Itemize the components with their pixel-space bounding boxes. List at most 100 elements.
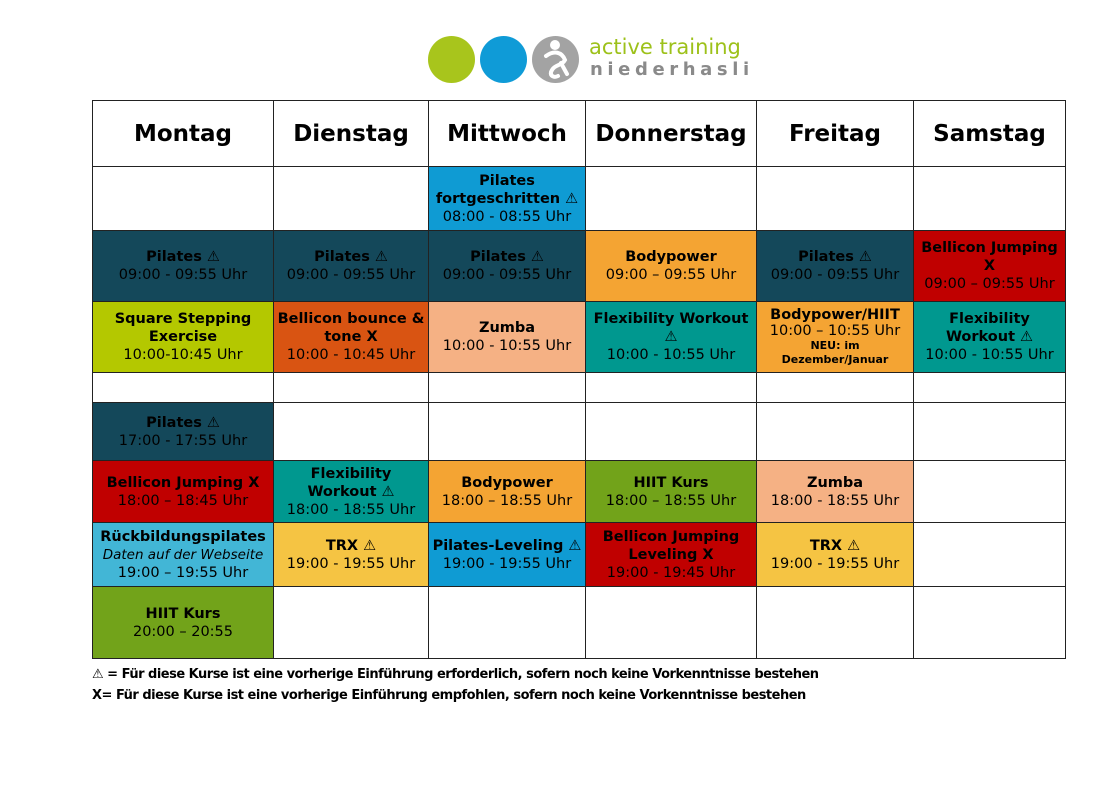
class-cell: Zumba 18:00 - 18:55 Uhr <box>756 460 914 523</box>
class-title: Pilates-Leveling ⚠ <box>432 537 582 554</box>
class-cell: Pilates ⚠ 09:00 - 09:55 Uhr <box>273 230 429 302</box>
empty-cell <box>913 166 1066 231</box>
class-title: Pilates fortgeschritten ⚠ <box>435 172 579 207</box>
class-time: 19:00 - 19:55 Uhr <box>442 555 572 572</box>
empty-cell <box>756 372 914 403</box>
brand-location: niederhasli <box>590 59 754 80</box>
class-cell: Flexibility Workout ⚠ 18:00 - 18:55 Uhr <box>273 460 429 523</box>
empty-cell <box>913 460 1066 523</box>
class-time: 19:00 - 19:45 Uhr <box>606 564 736 581</box>
empty-cell <box>273 166 429 231</box>
class-note: Daten auf der Webseite <box>102 546 264 563</box>
class-cell: Flexibility Workout ⚠ 10:00 - 10:55 Uhr <box>585 301 757 373</box>
class-time: 10:00 - 10:45 Uhr <box>286 347 416 363</box>
class-cell: Rückbildungspilates Daten auf der Webseit… <box>92 522 274 587</box>
class-time: 18:00 - 18:55 Uhr <box>770 492 900 509</box>
class-time: 18:00 - 18:55 Uhr <box>286 501 416 518</box>
day-header-tuesday: Dienstag <box>273 100 429 167</box>
legend-recommended: X= Für diese Kurse ist eine vorherige Ei… <box>92 688 806 703</box>
class-title: Bellicon Jumping Leveling X <box>602 528 740 563</box>
class-cell: Pilates ⚠ 09:00 - 09:55 Uhr <box>756 230 914 302</box>
class-time: 18:00 – 18:55 Uhr <box>441 492 573 509</box>
empty-cell <box>585 402 757 461</box>
empty-cell <box>92 372 274 403</box>
empty-cell <box>756 166 914 231</box>
class-time: 10:00 - 10:55 Uhr <box>925 347 1054 363</box>
class-title: Square Stepping Exercise <box>114 311 252 345</box>
class-cell: HIIT Kurs 20:00 – 20:55 <box>92 586 274 659</box>
class-time: 09:00 – 09:55 Uhr <box>605 267 737 283</box>
class-cell: HIIT Kurs 18:00 – 18:55 Uhr <box>585 460 757 523</box>
class-time: 17:00 - 17:55 Uhr <box>118 432 248 449</box>
day-header-friday: Freitag <box>756 100 914 167</box>
class-cell: Square Stepping Exercise 10:00-10:45 Uhr <box>92 301 274 373</box>
class-title: Pilates ⚠ <box>314 249 388 265</box>
class-time: 08:00 - 08:55 Uhr <box>442 208 572 225</box>
class-title: HIIT Kurs <box>145 605 221 622</box>
row-1000: Square Stepping Exercise 10:00-10:45 Uhr … <box>92 301 1066 373</box>
header-row: Montag Dienstag Mittwoch Donnerstag Frei… <box>92 100 1066 167</box>
class-cell: Pilates ⚠ 09:00 - 09:55 Uhr <box>92 230 274 302</box>
day-header-saturday: Samstag <box>913 100 1066 167</box>
class-cell: Bellicon Jumping X 09:00 – 09:55 Uhr <box>913 230 1066 302</box>
empty-cell <box>273 402 429 461</box>
class-title: Zumba <box>478 320 536 336</box>
empty-cell <box>913 402 1066 461</box>
class-title: Rückbildungspilates <box>100 528 266 545</box>
brand-name: active training <box>589 35 741 59</box>
class-time: 10:00-10:45 Uhr <box>123 347 243 363</box>
class-cell: Bodypower/HIIT 10:00 – 10:55 Uhr NEU: im D… <box>756 301 914 373</box>
empty-cell <box>585 586 757 659</box>
empty-cell <box>428 372 586 403</box>
class-cell: Bodypower 18:00 – 18:55 Uhr <box>428 460 586 523</box>
class-title: TRX ⚠ <box>325 537 377 554</box>
class-time: 09:00 - 09:55 Uhr <box>442 267 572 283</box>
class-cell: Flexibility Workout ⚠ 10:00 - 10:55 Uhr <box>913 301 1066 373</box>
course-schedule: Montag Dienstag Mittwoch Donnerstag Frei… <box>92 100 1066 659</box>
class-title: Bellicon Jumping X <box>921 240 1058 274</box>
class-time: 10:00 - 10:55 Uhr <box>442 338 572 354</box>
class-title: Flexibility Workout ⚠ <box>307 465 395 500</box>
class-time: 10:00 – 10:55 Uhr <box>769 323 901 339</box>
class-cell: Pilates ⚠ 09:00 - 09:55 Uhr <box>428 230 586 302</box>
class-title: Bellicon Jumping X <box>106 474 260 491</box>
row-gap <box>92 372 1066 403</box>
row-1900: Rückbildungspilates Daten auf der Webseit… <box>92 522 1066 587</box>
empty-cell <box>92 166 274 231</box>
row-1800: Bellicon Jumping X 18:00 – 18:45 Uhr Flex… <box>92 460 1066 523</box>
class-cell: Bellicon bounce & tone X 10:00 - 10:45 Uh… <box>273 301 429 373</box>
logo: active training niederhasli <box>428 33 758 85</box>
class-title: Zumba <box>806 474 864 491</box>
class-time: 19:00 – 19:55 Uhr <box>117 564 249 581</box>
class-time: 09:00 - 09:55 Uhr <box>770 267 900 283</box>
class-cell: Bellicon Jumping Leveling X 19:00 - 19:45… <box>585 522 757 587</box>
empty-cell <box>756 402 914 461</box>
class-cell: TRX ⚠ 19:00 - 19:55 Uhr <box>756 522 914 587</box>
empty-cell <box>913 586 1066 659</box>
class-time: 19:00 - 19:55 Uhr <box>770 555 900 572</box>
empty-cell <box>585 166 757 231</box>
class-title: Pilates ⚠ <box>146 414 220 431</box>
class-time: 19:00 - 19:55 Uhr <box>286 555 416 572</box>
class-title: Bodypower/HIIT <box>770 307 900 323</box>
runner-icon <box>532 36 579 83</box>
empty-cell <box>273 372 429 403</box>
class-cell: Bellicon Jumping X 18:00 – 18:45 Uhr <box>92 460 274 523</box>
class-cell: Pilates-Leveling ⚠ 19:00 - 19:55 Uhr <box>428 522 586 587</box>
class-title: Flexibility Workout ⚠ <box>945 311 1034 345</box>
class-cell: TRX ⚠ 19:00 - 19:55 Uhr <box>273 522 429 587</box>
class-cell: Zumba 10:00 - 10:55 Uhr <box>428 301 586 373</box>
class-title: TRX ⚠ <box>809 537 861 554</box>
day-header-monday: Montag <box>92 100 274 167</box>
empty-cell <box>913 372 1066 403</box>
empty-cell <box>428 402 586 461</box>
day-header-thursday: Donnerstag <box>585 100 757 167</box>
row-0800: Pilates fortgeschritten ⚠ 08:00 - 08:55 U… <box>92 166 1066 231</box>
class-title: Bodypower <box>461 474 553 491</box>
empty-cell <box>428 586 586 659</box>
class-note: NEU: im Dezember/Januar <box>781 339 889 366</box>
row-2000: HIIT Kurs 20:00 – 20:55 <box>92 586 1066 659</box>
class-title: Pilates ⚠ <box>470 249 544 265</box>
class-title: Flexibility Workout ⚠ <box>593 311 749 345</box>
empty-cell <box>273 586 429 659</box>
